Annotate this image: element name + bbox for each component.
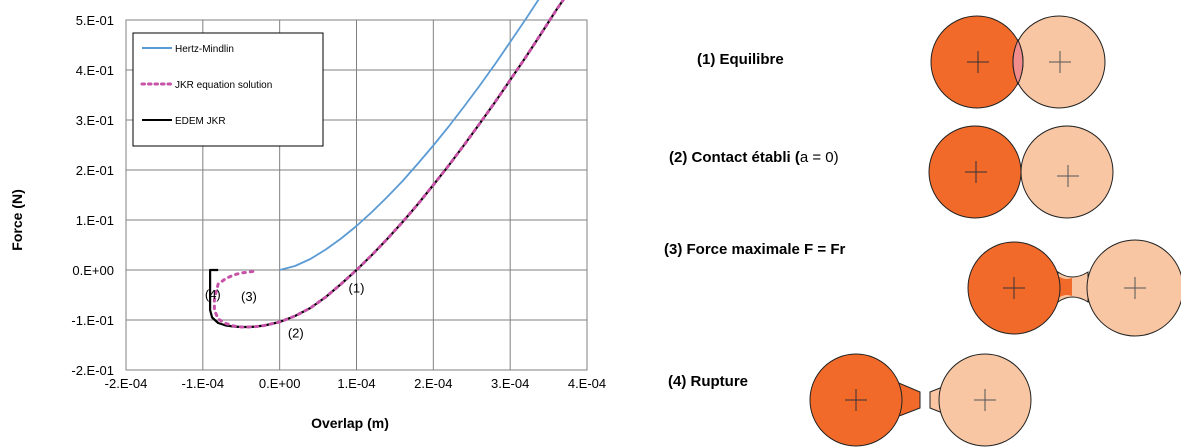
- stage-1-particles: [930, 15, 1106, 109]
- plus-icon: [967, 51, 989, 73]
- plus-icon: [1049, 51, 1071, 73]
- y-tick-label: 1.E-01: [76, 213, 114, 228]
- y-axis-title: Force (N): [9, 189, 25, 250]
- x-tick-label: -2.E-04: [105, 376, 148, 391]
- series-layer: [209, 0, 566, 329]
- plus-icon: [1003, 277, 1025, 299]
- y-tick-label: -1.E-01: [71, 313, 114, 328]
- stage-4-particles: [809, 353, 1032, 447]
- stage-3-title: (3) Force maximale F = Fr: [664, 241, 845, 258]
- plus-icon: [974, 389, 996, 411]
- y-axis-ticks: 5.E-01 4.E-01 3.E-01 2.E-01 1.E-01 0.E+00 -1.E…: [71, 13, 114, 378]
- contact-stages-diagram: (1) Equilibre (2) Contact établi (a = 0)…: [664, 15, 1181, 447]
- plus-icon: [965, 161, 987, 183]
- x-axis-ticks: -2.E-04 -1.E-04 0.E+00 1.E-04 2.E-04 3.E-04 4.…: [105, 376, 606, 391]
- x-tick-label: 2.E-04: [414, 376, 452, 391]
- legend-label-edem-jkr: EDEM JKR: [175, 116, 226, 127]
- stage-annotation: (3): [241, 289, 257, 304]
- y-tick-label: 3.E-01: [76, 113, 114, 128]
- stage-2-particles: [928, 125, 1114, 219]
- stage-2-particle-right: [1020, 125, 1114, 219]
- plus-icon: [1124, 277, 1146, 299]
- series-line-hertz-mindlin: [279, 0, 540, 271]
- x-axis-title: Overlap (m): [311, 415, 389, 431]
- y-tick-label: 0.E+00: [72, 263, 114, 278]
- y-tick-label: 5.E-01: [76, 13, 114, 28]
- y-tick-label: -2.E-01: [71, 363, 114, 378]
- y-tick-label: 2.E-01: [76, 163, 114, 178]
- stage-4-title: (4) Rupture: [668, 373, 748, 390]
- stage-annotation: (4): [205, 287, 221, 302]
- chart-legend: Hertz-Mindlin JKR equation solution EDEM…: [132, 32, 324, 147]
- legend-label-jkr-equation: JKR equation solution: [175, 80, 272, 91]
- stage-3-particles: [967, 239, 1181, 337]
- x-tick-label: 0.E+00: [259, 376, 301, 391]
- stage-1-title: (1) Equilibre: [697, 51, 784, 68]
- plus-icon: [845, 389, 867, 411]
- stage-annotation: (1): [349, 281, 365, 296]
- y-tick-label: 4.E-01: [76, 63, 114, 78]
- stage-annotation: (2): [288, 326, 304, 341]
- x-tick-label: 1.E-04: [337, 376, 375, 391]
- stage-2-title-suffix: a = 0): [800, 149, 839, 166]
- x-tick-label: 3.E-04: [491, 376, 529, 391]
- annotation-layer: (1) (2) (3) (4): [205, 281, 365, 341]
- stage-1-overlap-zone-lens: [1012, 38, 1024, 86]
- plus-icon: [1057, 165, 1079, 187]
- legend-label-hertz-mindlin: Hertz-Mindlin: [175, 44, 234, 55]
- x-tick-label: 4.E-04: [568, 376, 606, 391]
- x-tick-label: -1.E-04: [182, 376, 225, 391]
- force-overlap-chart: 5.E-01 4.E-01 3.E-01 2.E-01 1.E-01 0.E+00 -1.E…: [9, 0, 606, 431]
- stage-2-title: (2) Contact établi (a = 0): [669, 149, 839, 166]
- legend-box: [132, 32, 324, 147]
- plot-frame: [125, 19, 588, 371]
- series-line-jkr-equation-solution: [212, 0, 566, 329]
